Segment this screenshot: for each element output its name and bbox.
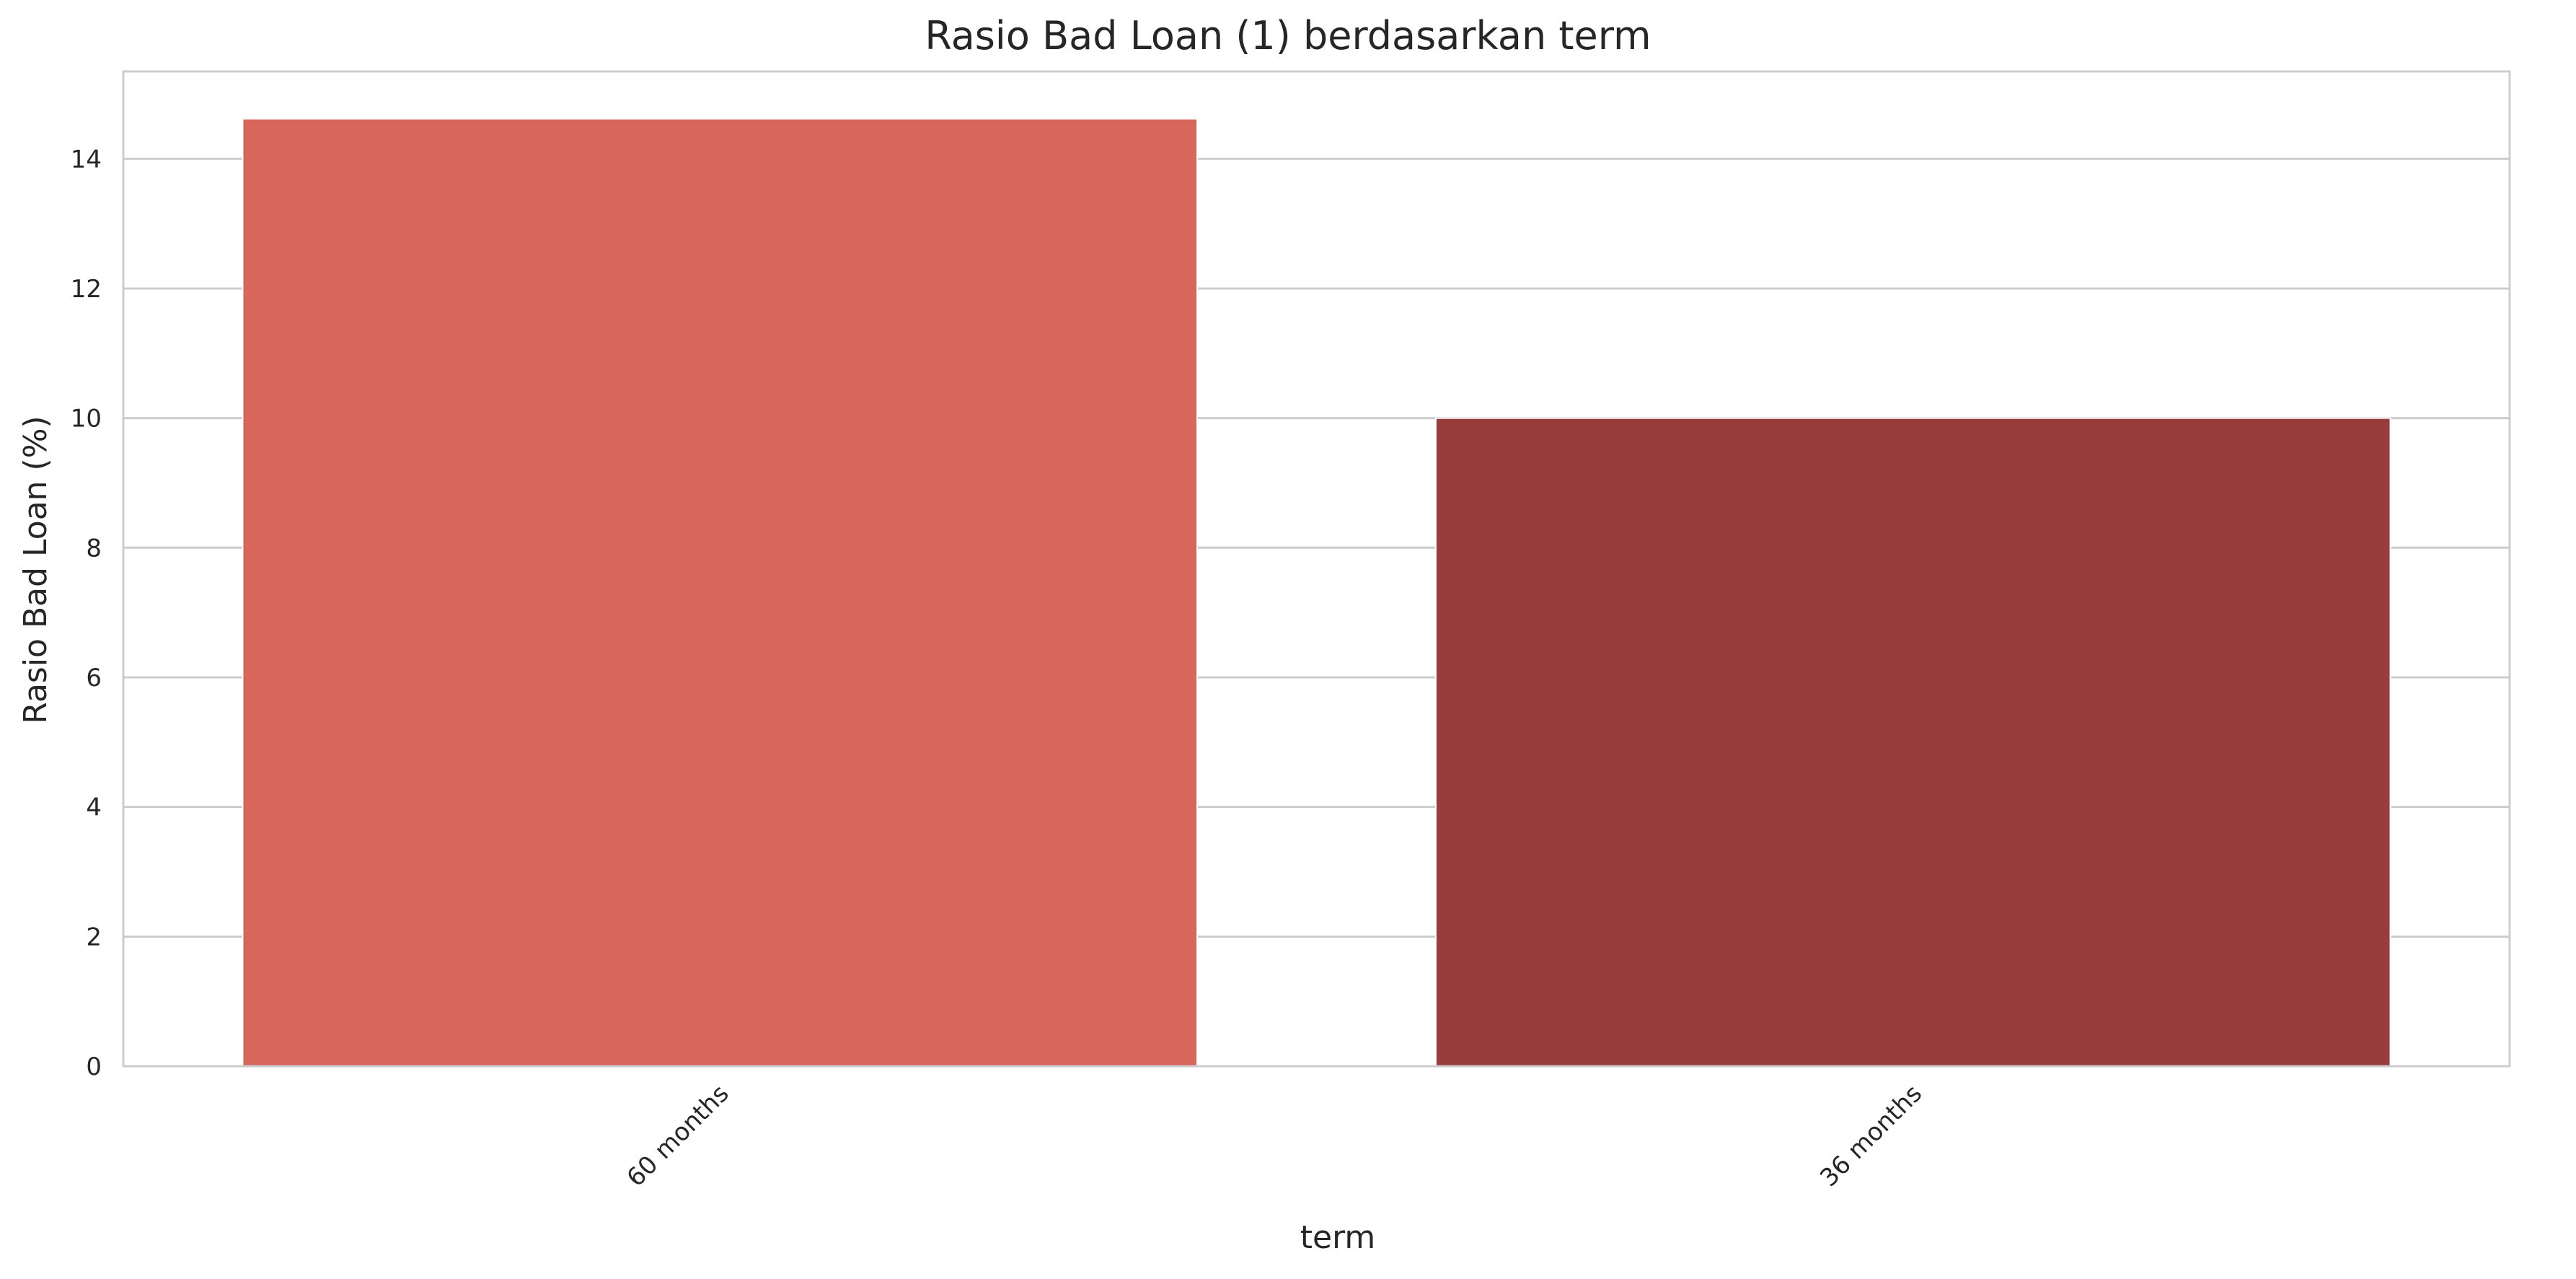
- y-tick-label: 0: [86, 1052, 102, 1081]
- y-tick-label: 4: [86, 794, 102, 822]
- y-tick-label: 6: [86, 664, 102, 693]
- y-tick-label: 8: [86, 534, 102, 563]
- bar-60-months: [242, 118, 1199, 1068]
- y-tick-label: 12: [71, 275, 102, 304]
- bars: [242, 118, 2391, 1068]
- bar-36-months: [1434, 417, 2391, 1067]
- chart-title: Rasio Bad Loan (1) berdasarkan term: [925, 13, 1651, 58]
- plot-frame: [122, 70, 2511, 1068]
- y-tick-label: 14: [71, 145, 102, 174]
- y-tick-label: 2: [86, 923, 102, 951]
- y-tick-labels: 0 2 4 6 8 10 12 14: [71, 145, 102, 1081]
- x-axis-label: term: [1300, 1219, 1376, 1256]
- y-tick-label: 10: [71, 405, 102, 434]
- y-axis-label: Rasio Bad Loan (%): [17, 416, 54, 724]
